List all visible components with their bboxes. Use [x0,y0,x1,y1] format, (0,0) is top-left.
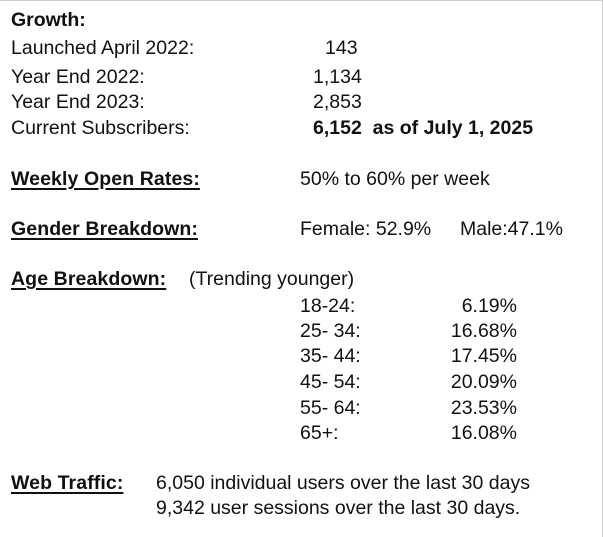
age-percent: 6.19% [461,295,517,317]
growth-value-current: 6,152 as of July 1, 2025 [313,117,534,139]
growth-value-launched: 143 [325,37,358,59]
growth-value-2022: 1,134 [313,66,362,88]
growth-label-2023: Year End 2023: [11,91,145,113]
growth-label-launched: Launched April 2022: [11,37,195,59]
age-range: 35- 44: [300,345,361,367]
open-rates-value: 50% to 60% per week [300,168,490,190]
growth-label-current: Current Subscribers: [11,117,190,139]
gender-male: Male:47.1% [460,218,563,240]
gender-heading: Gender Breakdown: [11,218,198,240]
growth-heading: Growth: [11,9,86,31]
age-percent: 23.53% [450,397,517,419]
age-range: 18-24: [300,295,356,317]
age-range: 25- 34: [300,320,361,342]
age-percent: 16.68% [450,320,517,342]
age-range: 65+: [300,422,339,444]
age-percent: 20.09% [450,371,517,393]
web-traffic-sessions: 9,342 user sessions over the last 30 day… [156,497,521,519]
growth-value-2023: 2,853 [313,91,362,113]
age-range: 45- 54: [300,371,361,393]
age-percent: 16.08% [450,422,517,444]
growth-label-2022: Year End 2022: [11,66,145,88]
age-heading: Age Breakdown: [11,268,167,290]
open-rates-heading: Weekly Open Rates: [11,168,200,190]
age-note: (Trending younger) [189,268,355,290]
web-traffic-heading: Web Traffic: [11,472,124,494]
age-range: 55- 64: [300,397,361,419]
age-percent: 17.45% [450,345,517,367]
web-traffic-users: 6,050 individual users over the last 30 … [156,472,530,494]
frame-top-border [0,0,603,1]
gender-female: Female: 52.9% [300,218,432,240]
